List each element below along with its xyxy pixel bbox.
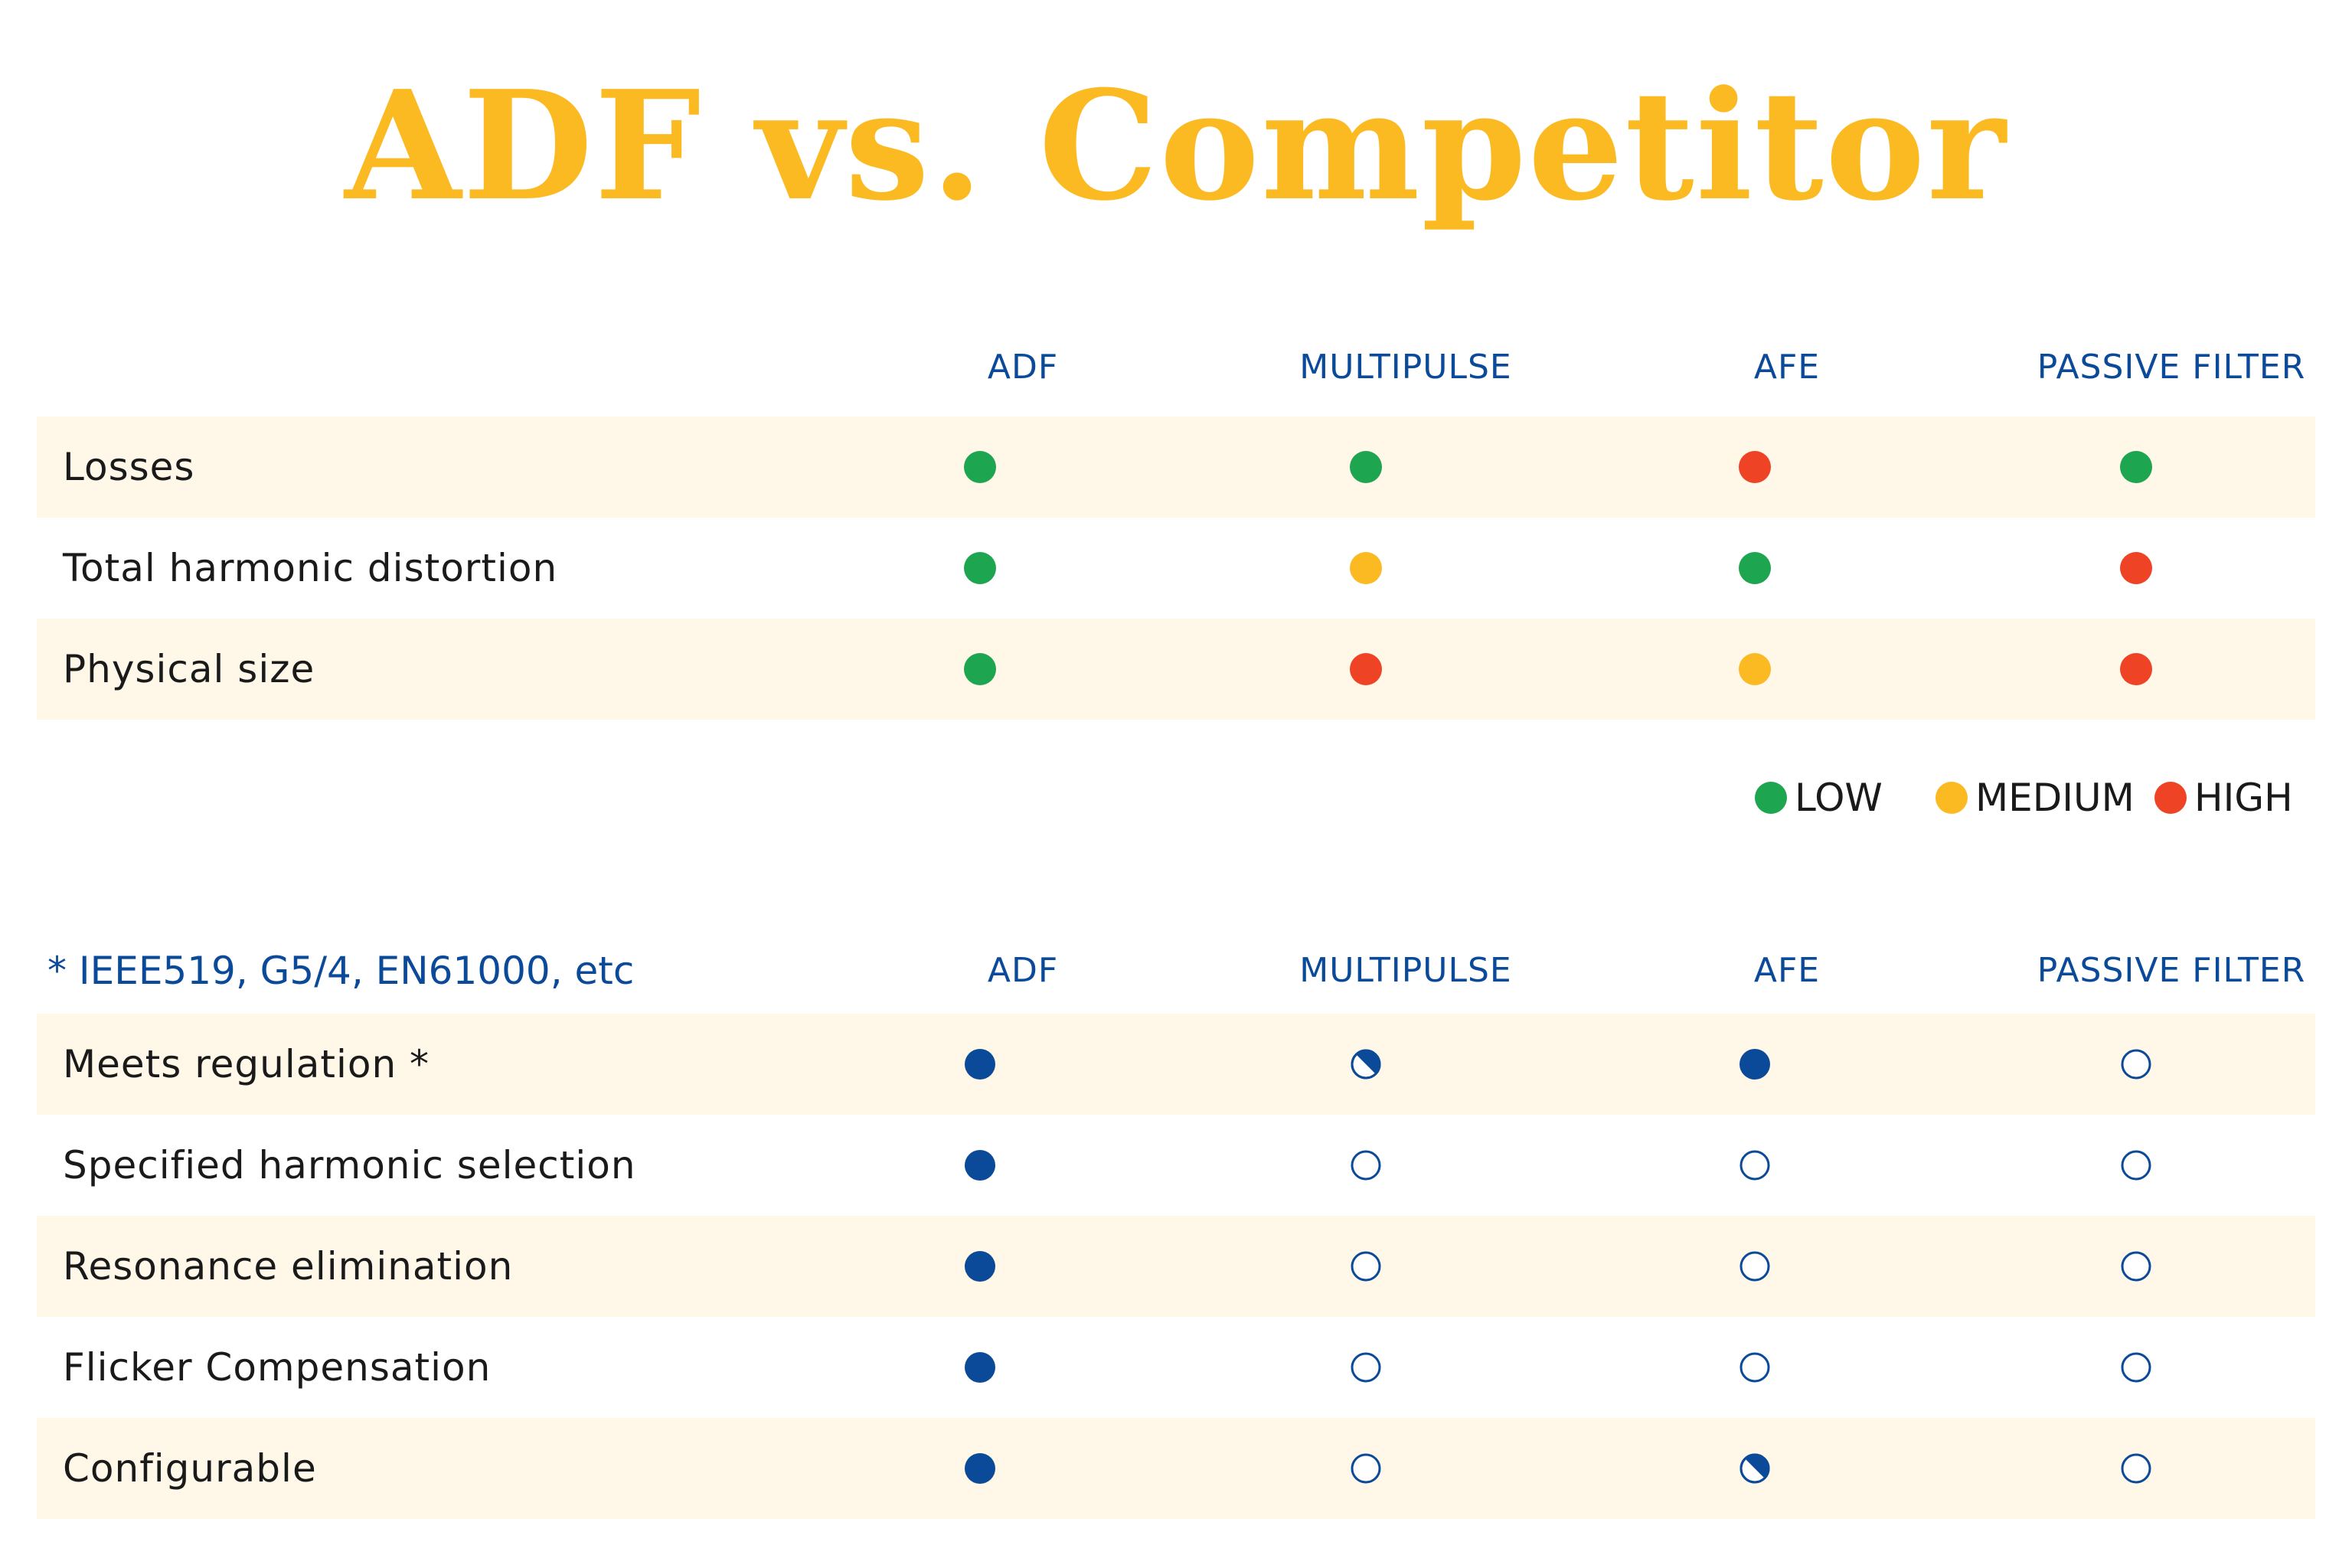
- empty-circle-icon: [1740, 1251, 1770, 1282]
- partial-circle-icon: [1740, 1453, 1770, 1484]
- table-row: Resonance elimination: [37, 1216, 2315, 1317]
- table-row: Total harmonic distortion: [37, 518, 2315, 619]
- high-dot-icon: [1739, 451, 1771, 483]
- low-dot-icon: [1739, 552, 1771, 584]
- high-dot-icon: [1350, 653, 1382, 685]
- low-dot-icon: [964, 451, 996, 483]
- section1-header-row: ADF MULTIPULSE AFE PASSIVE FILTER: [37, 337, 2315, 398]
- col-header-passive-filter: PASSIVE FILTER: [2037, 348, 2306, 387]
- legend-label-medium: MEDIUM: [1975, 776, 2135, 820]
- low-dot-icon: [1755, 782, 1787, 814]
- col-header-afe: AFE: [1753, 951, 1821, 990]
- full-circle-icon: [965, 1150, 995, 1181]
- col-header-passive-filter: PASSIVE FILTER: [2037, 951, 2306, 990]
- row-label: Flicker Compensation: [63, 1345, 492, 1390]
- full-circle-icon: [1740, 1049, 1770, 1080]
- row-label: Configurable: [63, 1446, 317, 1491]
- row-label: Total harmonic distortion: [63, 546, 558, 590]
- full-circle-icon: [965, 1049, 995, 1080]
- empty-circle-icon: [1351, 1352, 1381, 1383]
- empty-circle-icon: [2121, 1352, 2151, 1383]
- partial-circle-icon: [1351, 1049, 1381, 1080]
- low-dot-icon: [964, 552, 996, 584]
- legend-label-high: HIGH: [2194, 776, 2293, 820]
- regulation-footnote: * IEEE519, G5/4, EN61000, etc: [47, 949, 635, 993]
- low-dot-icon: [964, 653, 996, 685]
- col-header-adf: ADF: [987, 348, 1059, 387]
- table-row: Physical size: [37, 619, 2315, 720]
- medium-dot-icon: [1739, 653, 1771, 685]
- row-label: Physical size: [63, 647, 315, 691]
- empty-circle-icon: [2121, 1150, 2151, 1181]
- empty-circle-icon: [1351, 1251, 1381, 1282]
- low-dot-icon: [1350, 451, 1382, 483]
- high-dot-icon: [2120, 653, 2152, 685]
- legend: LOW MEDIUM HIGH: [0, 767, 2352, 828]
- table-row: Flicker Compensation: [37, 1317, 2315, 1418]
- row-label: Specified harmonic selection: [63, 1143, 636, 1187]
- table-row: Configurable: [37, 1418, 2315, 1519]
- table-row: Losses: [37, 416, 2315, 518]
- page-title: ADF vs. Competitor: [345, 58, 2007, 234]
- high-dot-icon: [2154, 782, 2187, 814]
- empty-circle-icon: [1351, 1150, 1381, 1181]
- high-dot-icon: [2120, 552, 2152, 584]
- table-row: Specified harmonic selection: [37, 1115, 2315, 1216]
- medium-dot-icon: [1350, 552, 1382, 584]
- empty-circle-icon: [1740, 1352, 1770, 1383]
- table-row: Meets regulation *: [37, 1014, 2315, 1115]
- empty-circle-icon: [2121, 1049, 2151, 1080]
- col-header-multipulse: MULTIPULSE: [1299, 951, 1512, 990]
- empty-circle-icon: [1351, 1453, 1381, 1484]
- col-header-multipulse: MULTIPULSE: [1299, 348, 1512, 387]
- full-circle-icon: [965, 1352, 995, 1383]
- full-circle-icon: [965, 1251, 995, 1282]
- row-label: Resonance elimination: [63, 1244, 514, 1289]
- col-header-adf: ADF: [987, 951, 1059, 990]
- col-header-afe: AFE: [1753, 348, 1821, 387]
- empty-circle-icon: [2121, 1453, 2151, 1484]
- legend-label-low: LOW: [1795, 776, 1883, 820]
- empty-circle-icon: [2121, 1251, 2151, 1282]
- row-label: Meets regulation *: [63, 1042, 430, 1086]
- low-dot-icon: [2120, 451, 2152, 483]
- empty-circle-icon: [1740, 1150, 1770, 1181]
- section2-header-row: * IEEE519, G5/4, EN61000, etc ADF MULTIP…: [37, 940, 2315, 1001]
- full-circle-icon: [965, 1453, 995, 1484]
- row-label: Losses: [63, 445, 195, 489]
- medium-dot-icon: [1936, 782, 1968, 814]
